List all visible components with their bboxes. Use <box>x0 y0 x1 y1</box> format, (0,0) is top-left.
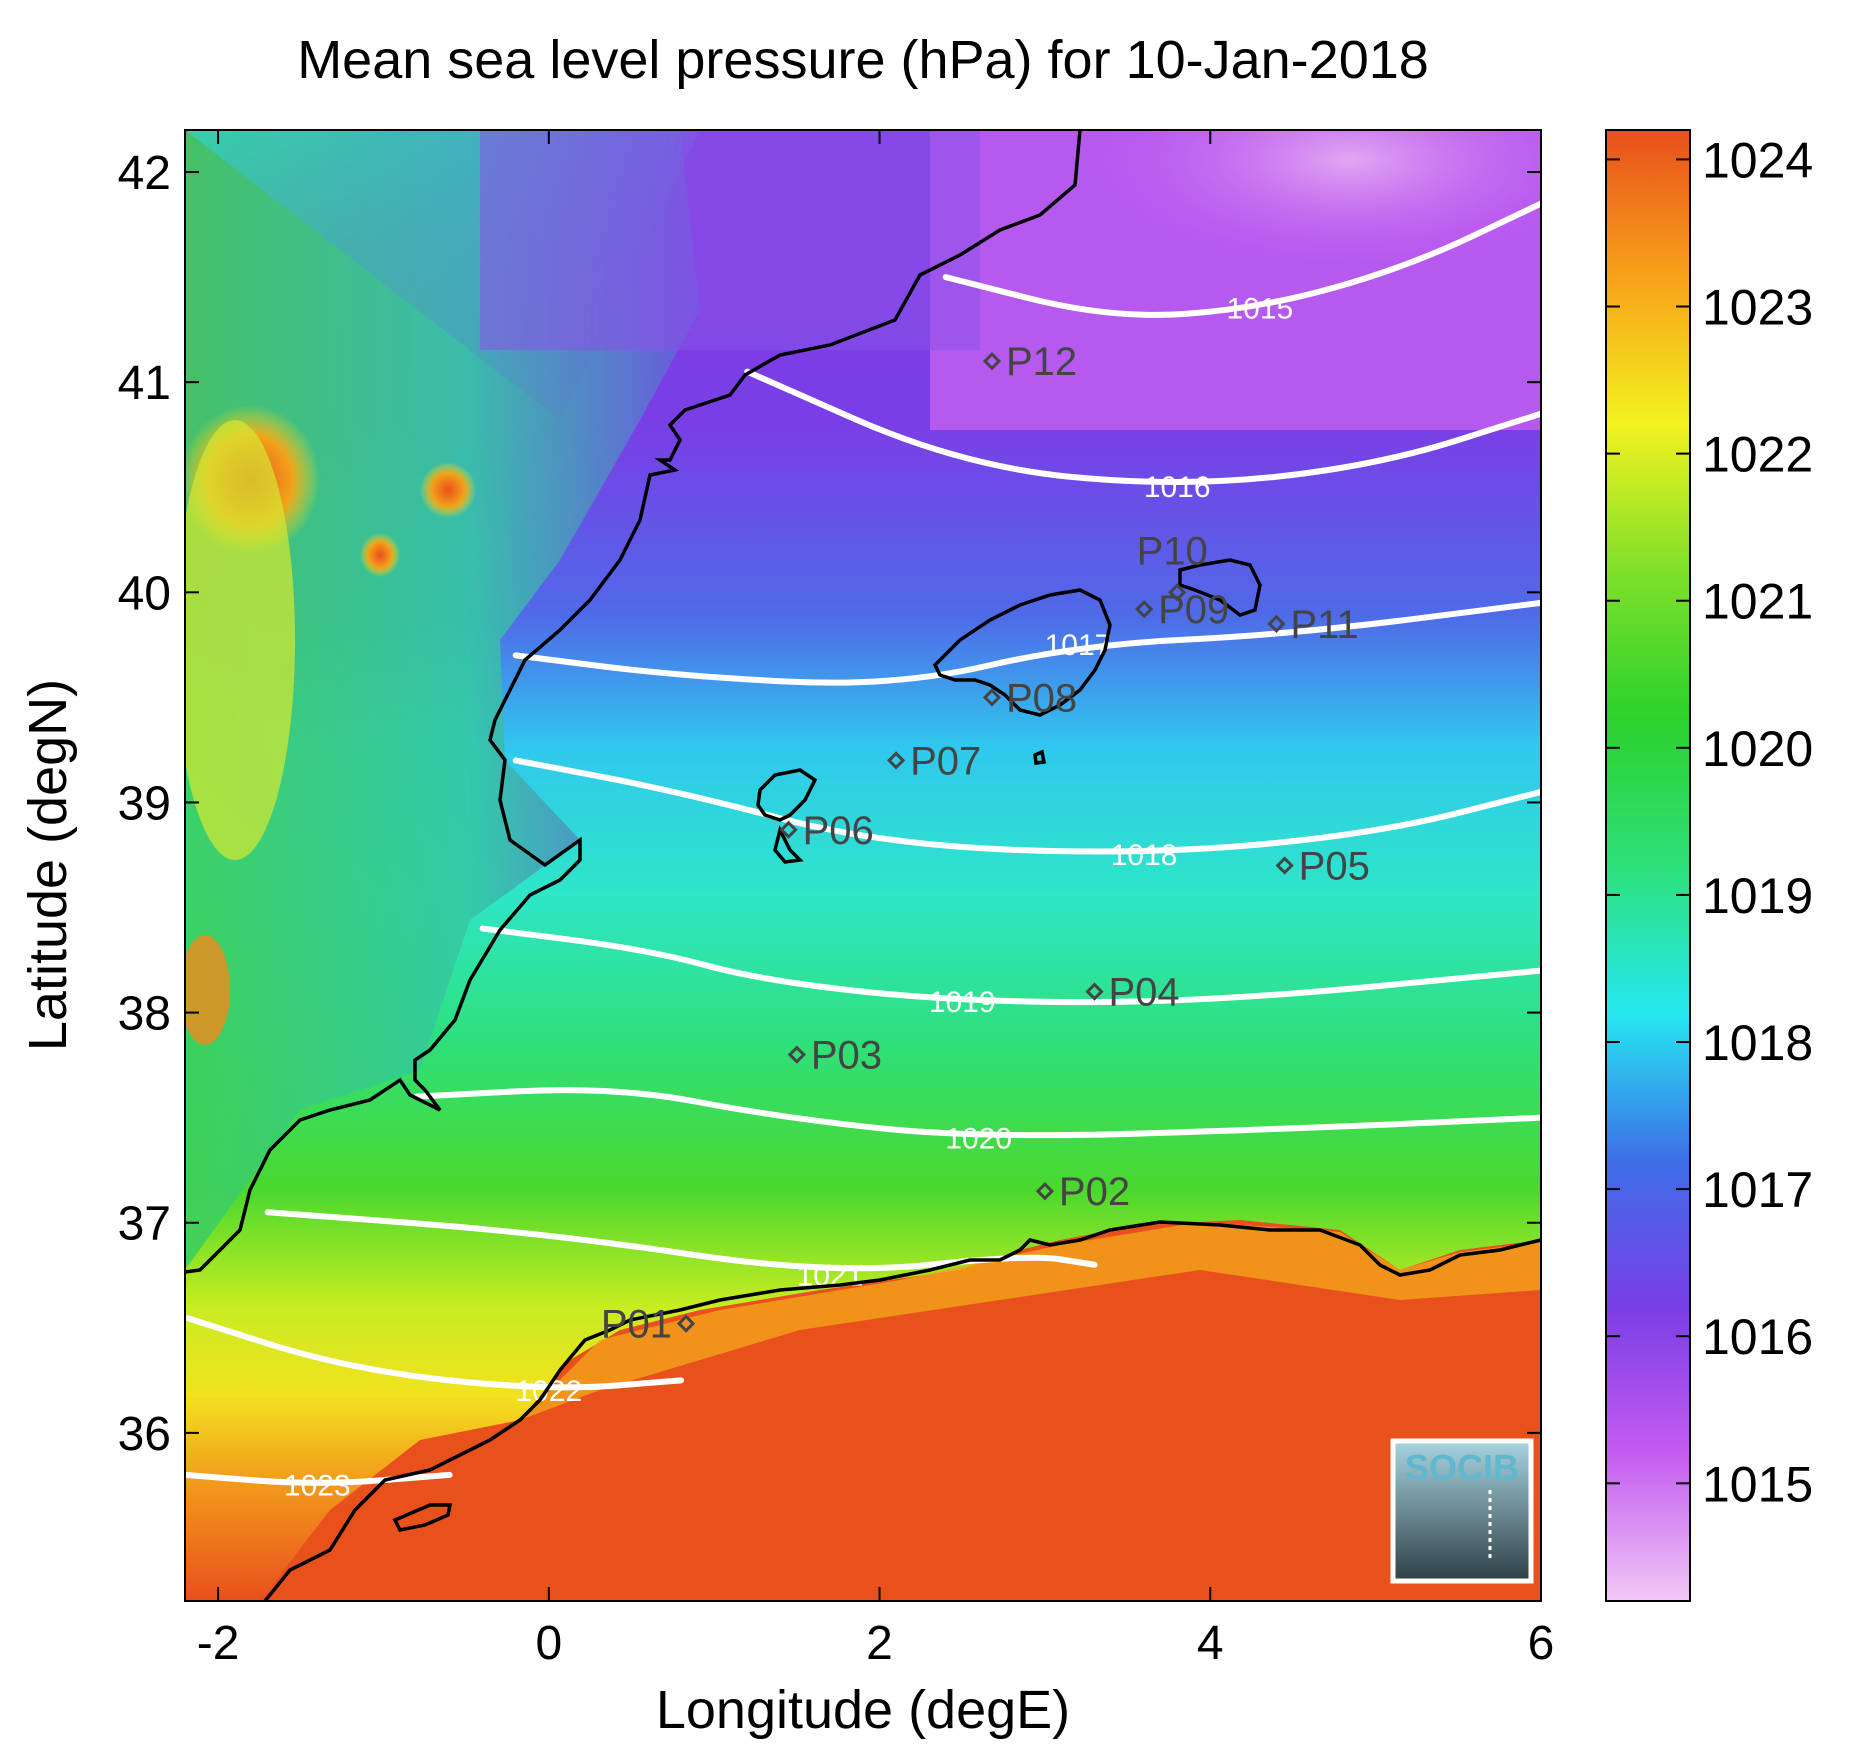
isobar-1022 <box>185 1314 685 1391</box>
high-pressure-spot-b <box>420 462 476 518</box>
station-label: P03 <box>811 1034 882 1078</box>
isobar-1016 <box>744 368 1541 485</box>
ibiza-island <box>756 768 818 864</box>
x-axis-label: Longitude (degE) <box>656 1680 1070 1740</box>
station-marker <box>1275 856 1294 875</box>
iberia-land-field <box>185 130 700 1270</box>
y-axis-ticks: 36 37 38 39 40 41 42 <box>118 147 1541 1461</box>
west-orange-spot <box>185 935 230 1045</box>
isobar-1019 <box>479 925 1541 1006</box>
station-marker <box>1168 583 1187 602</box>
station-marker <box>1035 1182 1055 1201</box>
station-markers: P01 P02 P03 P04 P05 P06 P07 P08 P09 P10 P11 P12 <box>601 340 1370 1346</box>
cabrera-island <box>1033 749 1047 765</box>
high-pressure-spot-c <box>360 533 400 577</box>
station-label: P08 <box>1006 676 1077 720</box>
y-tick-label: 37 <box>118 1198 171 1251</box>
station-marker <box>982 688 1002 707</box>
station-marker <box>676 1314 696 1333</box>
isobar-1017 <box>512 599 1541 686</box>
isobar-label: 1023 <box>284 1469 351 1502</box>
x-axis-ticks: -2 0 2 4 6 <box>197 130 1555 1670</box>
colorbar-ticks: 1015 1016 1017 1018 1019 1020 1021 1022 1023 1024 <box>1606 132 1813 1512</box>
station-label: P11 <box>1290 603 1358 647</box>
station-label: P01 <box>601 1303 672 1347</box>
station-label: P07 <box>910 739 981 783</box>
station-marker <box>1267 614 1286 633</box>
station-label: P10 <box>1137 529 1208 573</box>
isobar-label: 1022 <box>515 1375 582 1408</box>
isobar-1023 <box>185 1471 453 1486</box>
colorbar-tick-label: 1015 <box>1702 1456 1813 1512</box>
isobar-1018 <box>512 757 1541 855</box>
africa-coastline <box>263 1220 1541 1601</box>
station-marker <box>886 751 906 770</box>
station-label: P05 <box>1299 845 1370 889</box>
station-label: P09 <box>1158 588 1229 632</box>
y-tick-label: 41 <box>118 357 171 410</box>
colorbar <box>1605 129 1691 1602</box>
station-marker <box>787 1045 806 1064</box>
colorbar-tick-label: 1019 <box>1702 868 1813 924</box>
mallorca-island <box>932 588 1112 717</box>
y-tick-label: 36 <box>118 1408 171 1461</box>
isobar-1015 <box>942 200 1541 318</box>
y-axis-label: Latitude (degN) <box>18 679 78 1051</box>
station-marker <box>1085 982 1104 1001</box>
station-marker <box>982 352 1002 371</box>
africa-land-field <box>260 1220 1541 1601</box>
iberia-east-purple <box>480 130 980 350</box>
station-label: P12 <box>1006 340 1077 384</box>
station-label: P02 <box>1059 1170 1130 1214</box>
menorca-island <box>1178 558 1262 617</box>
colorbar-tick-label: 1024 <box>1702 132 1813 188</box>
colorbar-tick-label: 1017 <box>1702 1162 1813 1218</box>
colorbar-tick-label: 1018 <box>1702 1015 1813 1071</box>
colorbar-tick-label: 1016 <box>1702 1309 1813 1365</box>
lowest-pressure-core <box>1090 130 1541 270</box>
plot-frame <box>184 129 1542 1602</box>
colorbar-tick-label: 1022 <box>1702 427 1813 483</box>
station-marker <box>779 820 798 839</box>
colorbar-tick-label: 1020 <box>1702 721 1813 777</box>
africa-coast-band <box>520 1222 1541 1420</box>
chart-title: Mean sea level pressure (hPa) for 10-Jan… <box>297 30 1429 90</box>
iberia-coastline <box>185 130 1082 1274</box>
isobar-label: 1020 <box>945 1123 1012 1156</box>
isobar-label: 1015 <box>1227 293 1294 326</box>
colorbar-tick-label: 1021 <box>1702 574 1813 630</box>
isobar-label: 1019 <box>929 986 996 1019</box>
x-tick-label: 6 <box>1528 1617 1555 1670</box>
y-tick-label: 38 <box>118 988 171 1041</box>
x-tick-label: 4 <box>1197 1617 1224 1670</box>
y-tick-label: 40 <box>118 567 171 620</box>
isobar-label: 1016 <box>1144 471 1211 504</box>
x-tick-label: -2 <box>197 1617 240 1670</box>
isobar-1020 <box>413 1087 1541 1139</box>
y-tick-label: 42 <box>118 147 171 200</box>
colorbar-tick-label: 1023 <box>1702 280 1813 336</box>
station-marker <box>1134 600 1154 619</box>
socib-logo-text: SOCIB <box>1405 1447 1519 1488</box>
station-label: P04 <box>1109 971 1180 1015</box>
x-tick-label: 0 <box>535 1617 562 1670</box>
station-label: P06 <box>803 809 874 853</box>
isobar-label: 1018 <box>1111 839 1178 872</box>
socib-logo: SOCIB <box>1390 1438 1534 1584</box>
west-yellow-region <box>185 420 295 860</box>
coastlines <box>185 130 1541 1601</box>
x-tick-label: 2 <box>866 1617 893 1670</box>
alboran-island <box>392 1503 453 1532</box>
y-tick-label: 39 <box>118 777 171 830</box>
